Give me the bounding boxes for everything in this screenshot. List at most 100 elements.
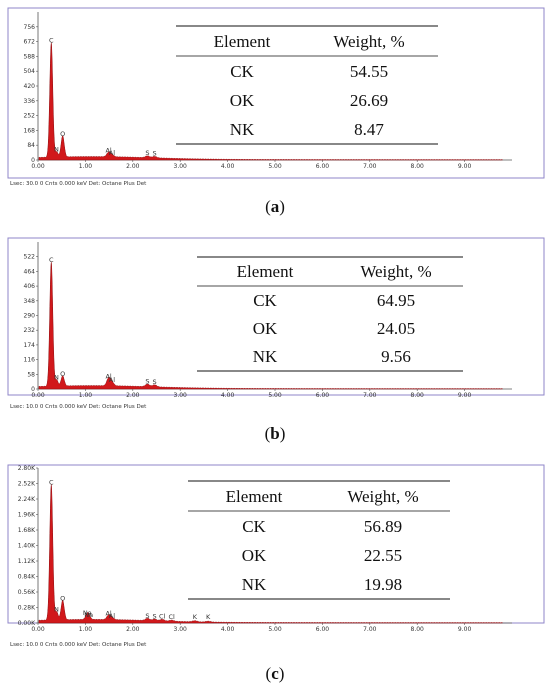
spectrum-series	[38, 484, 503, 624]
table-cell-element: NK	[253, 347, 278, 366]
x-tick-label: 7.00	[363, 626, 377, 633]
peak-label-al: Al	[105, 372, 111, 380]
x-tick-label: 2.00	[126, 626, 140, 633]
peak-label-cl: Cl	[159, 612, 166, 620]
x-tick-label: 1.00	[79, 626, 93, 633]
y-tick-label: 0.56K	[18, 589, 36, 596]
x-tick-label: 3.00	[174, 392, 188, 399]
y-tick-label: 290	[24, 313, 36, 320]
x-tick-label: 7.00	[363, 392, 377, 399]
x-tick-label: 8.00	[411, 163, 425, 170]
composition-table: Element Weight, % CK 56.89 OK 22.55 NK 19.98	[188, 480, 450, 600]
x-tick-label: 9.00	[458, 163, 472, 170]
y-tick-label: 2.52K	[18, 481, 36, 488]
table-header-element: Element	[226, 487, 283, 506]
plot-frame	[7, 237, 545, 396]
y-tick-label: 1.40K	[18, 543, 36, 550]
peak-label-s: S	[145, 377, 149, 385]
table-header-weight: Weight, %	[360, 262, 431, 281]
peak-label-n: N	[54, 146, 59, 154]
peak-label-k: K	[206, 613, 211, 621]
y-tick-label: 588	[24, 53, 36, 60]
y-tick-label: 232	[24, 327, 36, 334]
y-tick-label: 756	[24, 24, 36, 31]
peak-label-na: Na	[84, 611, 93, 619]
x-tick-label: 0.00	[31, 626, 45, 633]
eds-spectrum-chart-b: 0 58 116 174 232 290 348 406 464 522 0.00 1.00 2.00 3…	[7, 237, 545, 410]
y-tick-label: 116	[24, 357, 36, 364]
peak-label-cl: Cl	[168, 613, 175, 621]
peak-label-al: Al	[109, 376, 115, 384]
x-tick-label: 9.00	[458, 392, 472, 399]
y-tick-label: 252	[24, 113, 36, 120]
x-tick-label: 1.00	[79, 392, 93, 399]
y-tick-label: 2.80K	[18, 465, 36, 472]
table-cell-weight: 8.47	[354, 120, 384, 139]
table-cell-weight: 19.98	[364, 575, 402, 594]
spectrum-panel-a: 0 84 168 252 336 420 504 588 672 756 0.00 1.00 2.00 3…	[0, 0, 550, 195]
table-header-element: Element	[237, 262, 294, 281]
table-cell-weight: 54.55	[350, 62, 388, 81]
x-tick-label: 3.00	[174, 163, 188, 170]
x-tick-label: 3.00	[174, 626, 188, 633]
y-tick-label: 0.28K	[18, 605, 36, 612]
peak-label-s: S	[153, 378, 157, 386]
y-tick-label: 174	[24, 342, 36, 349]
y-tick-label: 58	[27, 371, 35, 378]
peak-label-c: C	[49, 478, 54, 486]
y-tick-label: 84	[27, 142, 35, 149]
spectrum-panel-b: 0 58 116 174 232 290 348 406 464 522 0.00 1.00 2.00 3…	[0, 230, 550, 420]
table-cell-weight: 26.69	[350, 91, 388, 110]
table-cell-element: CK	[253, 291, 277, 310]
y-tick-label: 504	[24, 68, 36, 75]
x-tick-label: 4.00	[221, 626, 235, 633]
table-header-weight: Weight, %	[347, 487, 418, 506]
peak-label-k: K	[193, 613, 198, 621]
eds-spectrum-chart-a: 0 84 168 252 336 420 504 588 672 756 0.00 1.00 2.00 3…	[7, 7, 545, 187]
y-tick-label: 0.84K	[18, 574, 36, 581]
y-tick-label: 336	[24, 98, 36, 105]
eds-spectrum-chart-c: 0.00K0.28K0.56K0.84K1.12K1.40K1.68K1.96K…	[7, 464, 545, 648]
y-tick-label: 2.24K	[18, 496, 36, 503]
y-tick-label: 464	[24, 268, 36, 275]
peak-label-s: S	[145, 612, 149, 620]
peak-label-s: S	[153, 612, 157, 620]
table-cell-weight: 24.05	[377, 319, 415, 338]
table-cell-weight: 22.55	[364, 546, 402, 565]
y-tick-label: 1.12K	[18, 558, 36, 565]
peak-label-al: Al	[109, 149, 115, 157]
x-tick-label: 6.00	[316, 163, 330, 170]
y-tick-label: 348	[24, 298, 36, 305]
spectrum-series	[38, 262, 503, 390]
table-header-element: Element	[214, 32, 271, 51]
table-cell-element: NK	[230, 120, 255, 139]
peak-label-al: Al	[105, 610, 111, 618]
peak-label-o: O	[60, 130, 65, 138]
y-tick-label: 1.96K	[18, 512, 36, 519]
peak-label-na: Na	[83, 609, 92, 617]
table-cell-element: OK	[253, 319, 278, 338]
y-tick-label: 0	[31, 157, 35, 164]
table-cell-weight: 9.56	[381, 347, 411, 366]
y-tick-label: 0	[31, 386, 35, 393]
table-cell-weight: 56.89	[364, 517, 402, 536]
x-tick-label: 9.00	[458, 626, 472, 633]
x-tick-label: 5.00	[268, 392, 282, 399]
peak-label-s: S	[153, 150, 157, 158]
peak-label-c: C	[49, 36, 54, 44]
composition-table: Element Weight, % CK 64.95 OK 24.05 NK 9.56	[197, 256, 463, 372]
y-tick-label: 672	[24, 39, 36, 46]
x-tick-label: 5.00	[268, 163, 282, 170]
peak-label-c: C	[49, 256, 54, 264]
y-tick-label: 168	[24, 127, 36, 134]
caption-a: (a)	[265, 197, 285, 216]
x-tick-label: 6.00	[316, 626, 330, 633]
x-tick-label: 8.00	[411, 626, 425, 633]
table-cell-element: OK	[230, 91, 255, 110]
x-tick-label: 4.00	[221, 392, 235, 399]
composition-table: Element Weight, % CK 54.55 OK 26.69 NK 8.47	[176, 25, 438, 145]
table-cell-element: OK	[242, 546, 267, 565]
x-tick-label: 2.00	[126, 163, 140, 170]
spectrum-series	[38, 42, 503, 161]
plot-frame	[7, 7, 545, 179]
